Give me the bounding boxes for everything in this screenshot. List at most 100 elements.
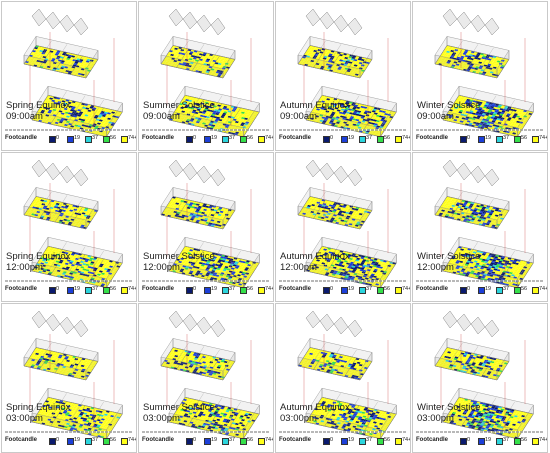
legend-value: 0	[467, 135, 471, 141]
legend-value: 37	[366, 135, 373, 141]
building-illuminance-model	[160, 8, 260, 138]
legend-swatch	[359, 287, 366, 294]
legend-value: 19	[211, 437, 218, 443]
legend-swatch	[121, 136, 128, 143]
legend-swatch	[514, 438, 521, 445]
roof-outline	[442, 159, 500, 187]
daylight-panel: Autumn Equinox 12:00pm Footcandle 0 19 37 56 74…	[275, 152, 411, 302]
legend-swatch	[67, 287, 74, 294]
legend-value: 19	[74, 286, 81, 292]
legend-value: 56	[384, 286, 391, 292]
lower-floor-plan	[168, 85, 260, 138]
legend-value: 37	[366, 437, 373, 443]
legend-value: 37	[92, 135, 99, 141]
legend-value: 19	[348, 437, 355, 443]
structure-lines	[440, 334, 526, 428]
time-label: 12:00pm	[6, 262, 43, 273]
legend-swatch	[532, 438, 539, 445]
legend-title: Footcandle	[416, 437, 449, 443]
time-label: 12:00pm	[280, 262, 317, 273]
footcandle-legend: Footcandle 0 19 37 56 74+	[142, 436, 273, 446]
lower-floor-plan	[442, 236, 534, 289]
upper-floor-plan	[160, 186, 236, 230]
roof-outline	[305, 159, 363, 187]
legend-value: 74+	[402, 286, 411, 292]
upper-floor-plan	[297, 337, 373, 381]
legend-swatch	[240, 438, 247, 445]
structure-lines	[166, 32, 252, 126]
panel-caption: Summer Solstice 12:00pm	[143, 251, 215, 273]
legend-swatch	[460, 438, 467, 445]
legend-title: Footcandle	[416, 286, 449, 292]
lower-floor-plan	[168, 236, 260, 289]
daylight-panel: Spring Equinox 09:00am Footcandle 0 19 37 56 74…	[1, 1, 137, 151]
legend-swatch	[258, 287, 265, 294]
time-label: 09:00am	[6, 111, 43, 122]
time-label: 12:00pm	[143, 262, 180, 273]
legend-value: 19	[485, 135, 492, 141]
legend-value: 74+	[265, 135, 274, 141]
roof-outline	[31, 310, 89, 338]
legend-swatch	[103, 287, 110, 294]
legend-value: 56	[384, 437, 391, 443]
legend-swatch	[514, 287, 521, 294]
legend-title: Footcandle	[5, 135, 38, 141]
roof-outline	[442, 8, 500, 36]
legend-value: 56	[110, 286, 117, 292]
legend-value: 0	[467, 286, 471, 292]
legend-swatch	[478, 136, 485, 143]
legend-value: 0	[330, 437, 334, 443]
season-label: Spring Equinox	[6, 402, 71, 413]
season-label: Spring Equinox	[6, 100, 71, 111]
footcandle-legend: Footcandle 0 19 37 56 74+	[5, 285, 137, 295]
season-label: Winter Solstice	[417, 100, 481, 111]
legend-swatch	[323, 136, 330, 143]
legend-swatch	[67, 136, 74, 143]
roof-outline	[305, 310, 363, 338]
legend-value: 74+	[128, 286, 137, 292]
legend-title: Footcandle	[279, 437, 312, 443]
footcandle-legend: Footcandle 0 19 37 56 74+	[5, 436, 136, 446]
time-label: 03:00pm	[417, 413, 454, 424]
legend-title: Footcandle	[142, 135, 175, 141]
legend-swatch	[359, 136, 366, 143]
legend-swatch	[460, 136, 467, 143]
panel-caption: Summer Solstice 09:00am	[143, 100, 215, 122]
structure-lines	[29, 334, 115, 428]
panel-caption: Winter Solstice 09:00am	[417, 100, 480, 122]
time-label: 09:00am	[417, 111, 454, 122]
legend-value: 37	[229, 437, 236, 443]
fine-print-bar	[142, 431, 270, 433]
legend-swatch	[49, 438, 56, 445]
legend-swatch	[121, 438, 128, 445]
legend-value: 19	[211, 286, 218, 292]
structure-lines	[303, 32, 389, 126]
legend-value: 74+	[539, 135, 548, 141]
legend-value: 19	[348, 286, 355, 292]
legend-value: 37	[229, 135, 236, 141]
legend-value: 0	[56, 135, 60, 141]
legend-value: 74+	[539, 437, 548, 443]
time-label: 03:00pm	[6, 413, 43, 424]
panel-caption: Autumn Equinox 09:00am	[280, 100, 350, 122]
legend-value: 19	[485, 437, 492, 443]
legend-value: 0	[330, 135, 334, 141]
fine-print-bar	[416, 129, 544, 131]
daylight-panel: Winter Solstice 09:00am Footcandle 0 19 37 56 7…	[412, 1, 548, 151]
building-illuminance-model	[297, 310, 397, 440]
building-illuminance-model	[434, 159, 534, 289]
legend-swatch	[186, 438, 193, 445]
legend-value: 19	[485, 286, 492, 292]
structure-lines	[166, 183, 252, 277]
roof-outline	[168, 8, 226, 36]
structure-lines	[440, 183, 526, 277]
fine-print-bar	[5, 129, 133, 131]
daylight-panel: Winter Solstice 12:00pm Footcandle 0 19 37 56 7…	[412, 152, 548, 302]
footcandle-legend: Footcandle 0 19 37 56 74+	[5, 134, 136, 144]
legend-title: Footcandle	[5, 286, 38, 292]
upper-floor-plan	[434, 186, 510, 230]
structure-lines	[29, 183, 115, 277]
legend-swatch	[341, 287, 348, 294]
legend-swatch	[496, 438, 503, 445]
